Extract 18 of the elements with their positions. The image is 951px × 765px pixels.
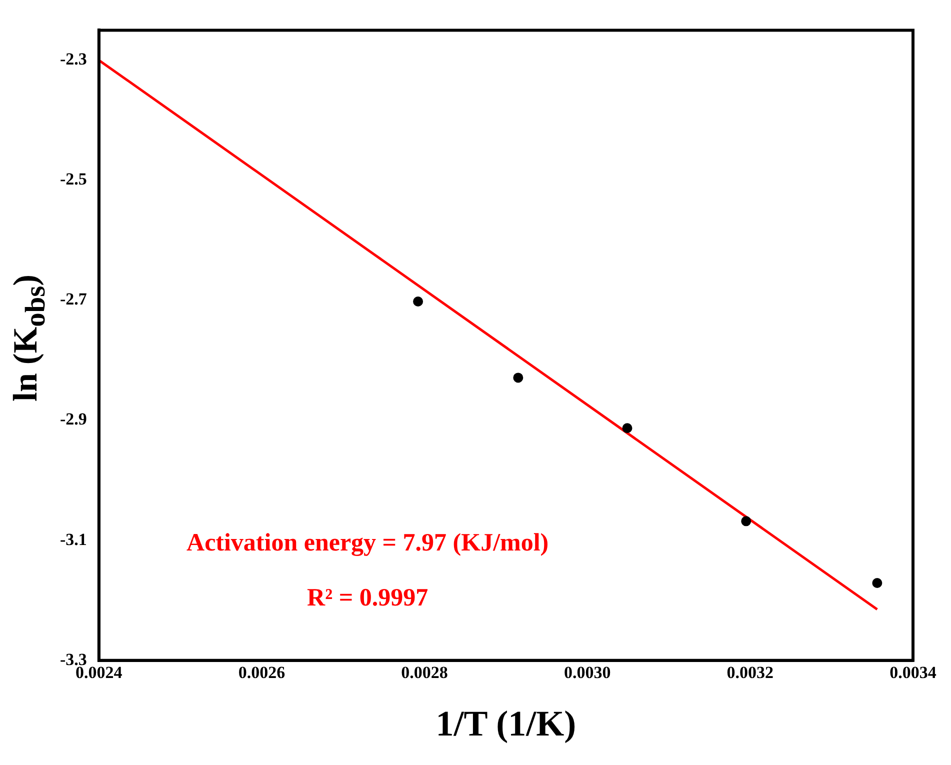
x-tick-label: 0.0028 <box>401 662 448 682</box>
annotation: R² = 0.9997 <box>307 584 428 612</box>
point <box>741 516 752 526</box>
y-tick-label: -3.1 <box>60 530 87 549</box>
point <box>622 423 632 434</box>
x-tick-label: 0.0026 <box>238 662 286 682</box>
x-tick-label: 0.0032 <box>726 662 774 682</box>
x-tick-label: 0.0034 <box>890 662 937 682</box>
y-tick-label: -2.3 <box>60 50 87 69</box>
annotation: Activation energy = 7.97 (KJ/mol) <box>186 529 549 556</box>
point <box>872 578 882 588</box>
point <box>413 296 424 306</box>
y-tick-label: -2.9 <box>60 410 87 429</box>
x-tick-label: 0.0030 <box>564 662 611 682</box>
y-tick-label: -2.5 <box>60 170 87 189</box>
y-tick-label: -2.7 <box>60 290 88 309</box>
x-axis-title: 1/T (1/K) <box>436 704 576 744</box>
point <box>513 372 524 383</box>
